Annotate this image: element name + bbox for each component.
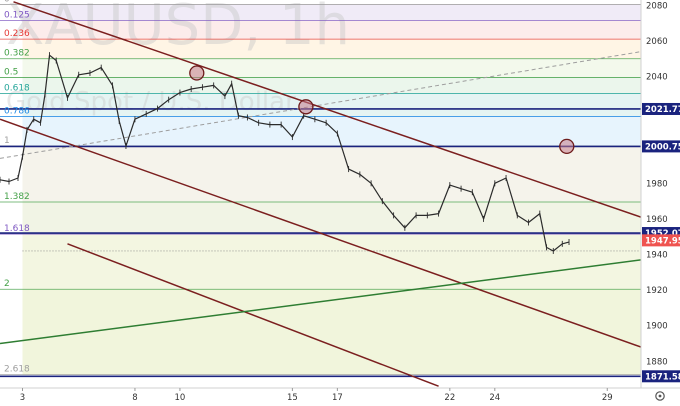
x-axis: 3 8 10 15 17 22 24 29 [20, 388, 613, 403]
price-tag [642, 140, 680, 153]
x-tick-label: 10 [175, 393, 186, 403]
plot-area: XAUUSD, 1h Gold Spot / U.S. Dollar 0 0.12… [0, 0, 641, 387]
price-tags: 2021.77 2000.75 1952.07 1871.58 1947.95 [642, 102, 680, 383]
dashed-trend-line [0, 51, 641, 159]
fib-labels: 0 0.125 0.236 0.382 0.5 0.618 0.786 1 1.382 1.618… [4, 0, 30, 375]
fib-band [22, 20, 641, 40]
fib-band [22, 39, 641, 59]
fib-label: 0.618 [4, 83, 30, 93]
price-series [0, 52, 570, 254]
fib-bands [22, 4, 641, 375]
fib-band [22, 116, 641, 146]
fib-label: 0.125 [4, 10, 30, 20]
fib-label: 0.786 [4, 107, 30, 117]
price-tag [642, 102, 680, 115]
fib-label: 0.5 [4, 67, 18, 77]
price-tag-label: 2000.75 [645, 142, 680, 152]
fib-label: 0.382 [4, 49, 30, 59]
x-tick-label: 17 [332, 393, 343, 403]
x-tick-label: 29 [602, 393, 613, 403]
fib-band [22, 289, 641, 375]
circle-marker [189, 65, 205, 81]
fib-band [22, 145, 641, 203]
trend-line [13, 1, 641, 218]
price-tag-label: 1871.58 [645, 372, 680, 382]
fib-label: 2 [4, 279, 10, 289]
x-tick-label: 8 [132, 393, 137, 403]
price-tag-label: 1952.07 [645, 229, 680, 239]
x-tick-label: 15 [287, 393, 298, 403]
price-tag-label: 2021.77 [645, 105, 680, 115]
horizontal-lines [0, 108, 641, 378]
fib-label: 0 [4, 0, 10, 4]
watermark: XAUUSD, 1h Gold Spot / U.S. Dollar [6, 0, 350, 117]
fib-band [22, 234, 641, 290]
fib-label: 1 [4, 136, 10, 146]
y-tick-label: 1940 [646, 251, 668, 261]
y-tick-label: 1960 [646, 215, 668, 225]
fib-band [22, 77, 641, 94]
y-tick-label: 1880 [646, 357, 668, 367]
x-tick-label: 22 [444, 393, 455, 403]
trend-line [0, 259, 641, 345]
circle-markers [189, 65, 575, 155]
trend-line [0, 118, 641, 348]
fib-band [22, 4, 641, 21]
y-tick-label: 1920 [646, 286, 668, 296]
y-tick-label: 2060 [646, 37, 668, 47]
y-tick-label: 1900 [646, 322, 668, 332]
fib-band [22, 93, 641, 117]
price-tag [642, 234, 680, 247]
circle-marker [559, 138, 575, 155]
x-tick-label: 24 [489, 393, 500, 403]
settings-icon[interactable] [655, 391, 665, 401]
y-tick-label: 2080 [646, 1, 668, 11]
price-tag-label: 1947.95 [645, 236, 680, 246]
fib-label: 2.618 [4, 365, 30, 375]
x-tick-label: 3 [20, 393, 25, 403]
trend-line [67, 243, 439, 387]
circle-marker [298, 99, 314, 115]
price-tag [642, 370, 680, 383]
y-tick-label: 2040 [646, 73, 668, 83]
trend-lines [0, 1, 641, 387]
fib-band [22, 202, 641, 235]
fib-label: 0.236 [4, 29, 30, 39]
fib-band [22, 58, 641, 78]
fib-label: 1.618 [4, 224, 30, 234]
y-tick-label: 1980 [646, 179, 668, 189]
watermark-symbol: XAUUSD, 1h [6, 0, 350, 58]
watermark-subtitle: Gold Spot / U.S. Dollar [6, 87, 296, 117]
fib-label: 1.382 [4, 192, 30, 202]
